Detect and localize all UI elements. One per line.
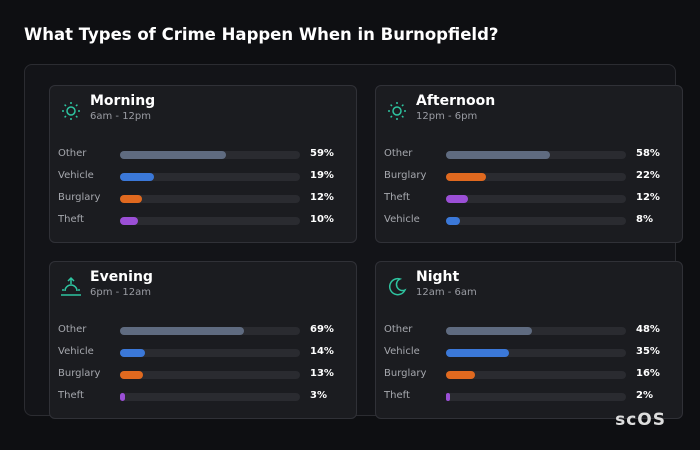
- bar-track: [446, 151, 626, 159]
- bar: [446, 195, 468, 203]
- row-label: Other: [384, 148, 413, 159]
- panel-title: Morning: [90, 93, 156, 109]
- panel: Afternoon 12pm - 6pm Other 58% Burglary 22% Th…: [375, 85, 683, 243]
- panel: Night 12am - 6am Other 48% Vehicle 35% Burglar…: [375, 261, 683, 419]
- bar: [446, 393, 450, 401]
- value-label: 3%: [310, 390, 327, 401]
- bar-track: [120, 349, 300, 357]
- value-label: 58%: [636, 148, 660, 159]
- bar: [120, 217, 138, 225]
- bar-track: [120, 173, 300, 181]
- panel-subtitle: 6am - 12pm: [90, 111, 152, 122]
- value-label: 8%: [636, 214, 653, 225]
- logo: scOS: [615, 410, 666, 430]
- bar-track: [446, 327, 626, 335]
- bar-track: [446, 173, 626, 181]
- bar-track: [120, 393, 300, 401]
- bar-track: [446, 349, 626, 357]
- bar-track: [120, 217, 300, 225]
- panel-subtitle: 6pm - 12am: [90, 287, 152, 298]
- row-label: Theft: [58, 214, 84, 225]
- value-label: 10%: [310, 214, 334, 225]
- bar-track: [120, 327, 300, 335]
- bar: [446, 151, 551, 159]
- row-label: Burglary: [58, 368, 101, 379]
- panel-title: Afternoon: [416, 93, 496, 109]
- bar: [446, 217, 461, 225]
- bar: [120, 173, 155, 181]
- bar-track: [446, 195, 626, 203]
- panel-subtitle: 12am - 6am: [416, 287, 477, 298]
- panel-title: Evening: [90, 269, 153, 285]
- panel-subtitle: 12pm - 6pm: [416, 111, 478, 122]
- value-label: 2%: [636, 390, 653, 401]
- bar: [120, 327, 245, 335]
- panel: Evening 6pm - 12am Other 69% Vehicle 14% Burgl…: [49, 261, 357, 419]
- row-label: Burglary: [58, 192, 101, 203]
- row-label: Vehicle: [384, 214, 420, 225]
- bar-track: [120, 371, 300, 379]
- row-label: Other: [58, 148, 87, 159]
- bar-track: [446, 217, 626, 225]
- row-label: Theft: [384, 390, 410, 401]
- bar: [446, 371, 475, 379]
- row-label: Theft: [384, 192, 410, 203]
- value-label: 12%: [310, 192, 334, 203]
- panel: Morning 6am - 12pm Other 59% Vehicle 19% Burgl…: [49, 85, 357, 243]
- row-label: Burglary: [384, 170, 427, 181]
- row-label: Other: [58, 324, 87, 335]
- bar: [446, 349, 509, 357]
- bar-track: [446, 393, 626, 401]
- value-label: 13%: [310, 368, 334, 379]
- row-label: Vehicle: [384, 346, 420, 357]
- bar: [120, 349, 146, 357]
- bar: [120, 195, 142, 203]
- bar: [120, 151, 227, 159]
- value-label: 69%: [310, 324, 334, 335]
- row-label: Theft: [58, 390, 84, 401]
- panel-title: Night: [416, 269, 460, 285]
- bar-track: [120, 151, 300, 159]
- row-label: Vehicle: [58, 170, 94, 181]
- value-label: 19%: [310, 170, 334, 181]
- bar: [120, 393, 126, 401]
- bar: [446, 327, 533, 335]
- value-label: 14%: [310, 346, 334, 357]
- row-label: Other: [384, 324, 413, 335]
- row-label: Vehicle: [58, 346, 94, 357]
- value-label: 22%: [636, 170, 660, 181]
- bar: [120, 371, 144, 379]
- page-title: What Types of Crime Happen When in Burno…: [24, 25, 499, 44]
- value-label: 48%: [636, 324, 660, 335]
- bar: [446, 173, 486, 181]
- bar-track: [120, 195, 300, 203]
- value-label: 59%: [310, 148, 334, 159]
- value-label: 16%: [636, 368, 660, 379]
- bar-track: [446, 371, 626, 379]
- row-label: Burglary: [384, 368, 427, 379]
- value-label: 35%: [636, 346, 660, 357]
- value-label: 12%: [636, 192, 660, 203]
